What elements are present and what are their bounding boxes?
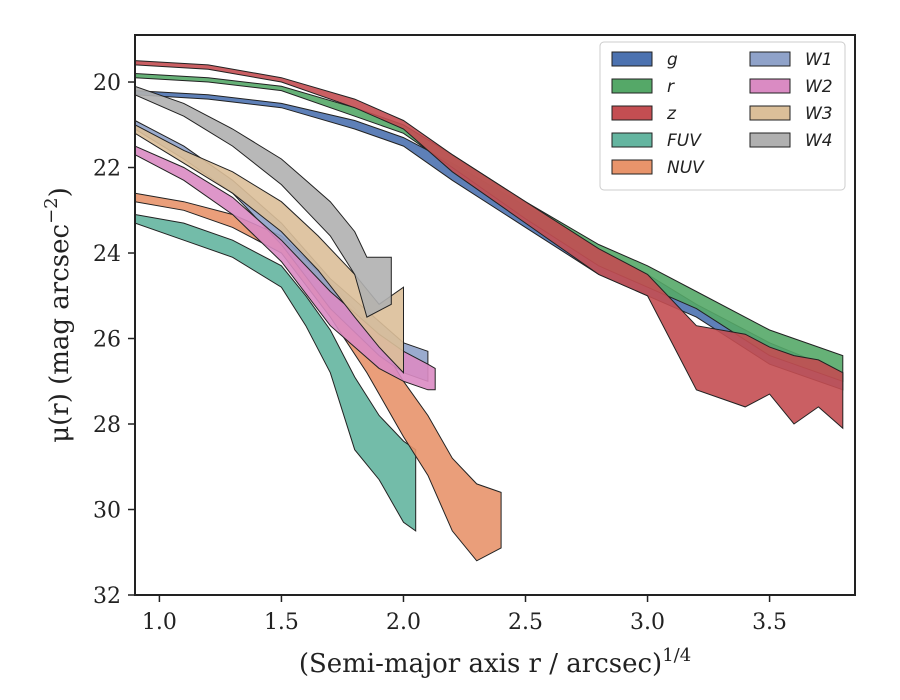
x-tick-label: 1.0 (142, 610, 177, 635)
y-tick-label: 20 (93, 71, 121, 96)
legend-swatch-r (611, 78, 653, 94)
legend-label-w4: W4 (805, 131, 833, 151)
legend-label-w2: W2 (805, 77, 833, 97)
legend-label-w3: W3 (805, 104, 833, 124)
band-fuv (135, 213, 417, 532)
legend-label-g: g (667, 50, 678, 70)
y-tick-label: 30 (93, 499, 121, 524)
legend-label-fuv: FUV (667, 131, 702, 151)
x-tick-label: 2.0 (386, 610, 421, 635)
band-z (135, 60, 844, 430)
legend-swatch-fuv (611, 132, 653, 148)
y-tick-label: 26 (93, 328, 121, 353)
band-w4 (135, 85, 392, 318)
legend-label-nuv: NUV (667, 158, 705, 178)
y-axis-label: μ(r) (mag arcsec−2) (41, 187, 75, 443)
x-tick-label: 3.5 (752, 610, 787, 635)
band-w2 (135, 145, 436, 391)
legend-label-r: r (667, 77, 675, 97)
legend-label-z: z (666, 104, 677, 124)
legend-swatch-w4 (749, 132, 791, 148)
x-tick-label: 1.5 (264, 610, 299, 635)
x-axis: 1.0 1.5 2.0 2.5 3.0 3.5 (142, 595, 787, 635)
band-w3 (135, 124, 404, 374)
legend-swatch-w2 (749, 78, 791, 94)
y-tick-label: 24 (93, 242, 121, 267)
y-tick-label: 28 (93, 413, 121, 438)
y-tick-label: 32 (93, 584, 121, 609)
bands-layer (135, 60, 844, 562)
legend-swatch-w3 (749, 105, 791, 121)
x-tick-label: 3.0 (630, 610, 665, 635)
legend: grz FUV NUV W1 W2 W3 W4 (599, 41, 846, 191)
legend-label-w1: W1 (805, 50, 833, 70)
legend-swatch-nuv (611, 159, 653, 175)
plot-frame (134, 34, 856, 596)
y-tick-label: 22 (93, 157, 121, 182)
legend-swatch-g (611, 51, 653, 67)
y-axis: 20 22 24 26 28 30 32 (93, 71, 135, 609)
x-tick-label: 2.5 (508, 610, 543, 635)
x-axis-label: (Semi-major axis r / arcsec)1/4 (299, 645, 691, 679)
legend-swatch-z (611, 105, 653, 121)
legend-swatch-w1 (749, 51, 791, 67)
